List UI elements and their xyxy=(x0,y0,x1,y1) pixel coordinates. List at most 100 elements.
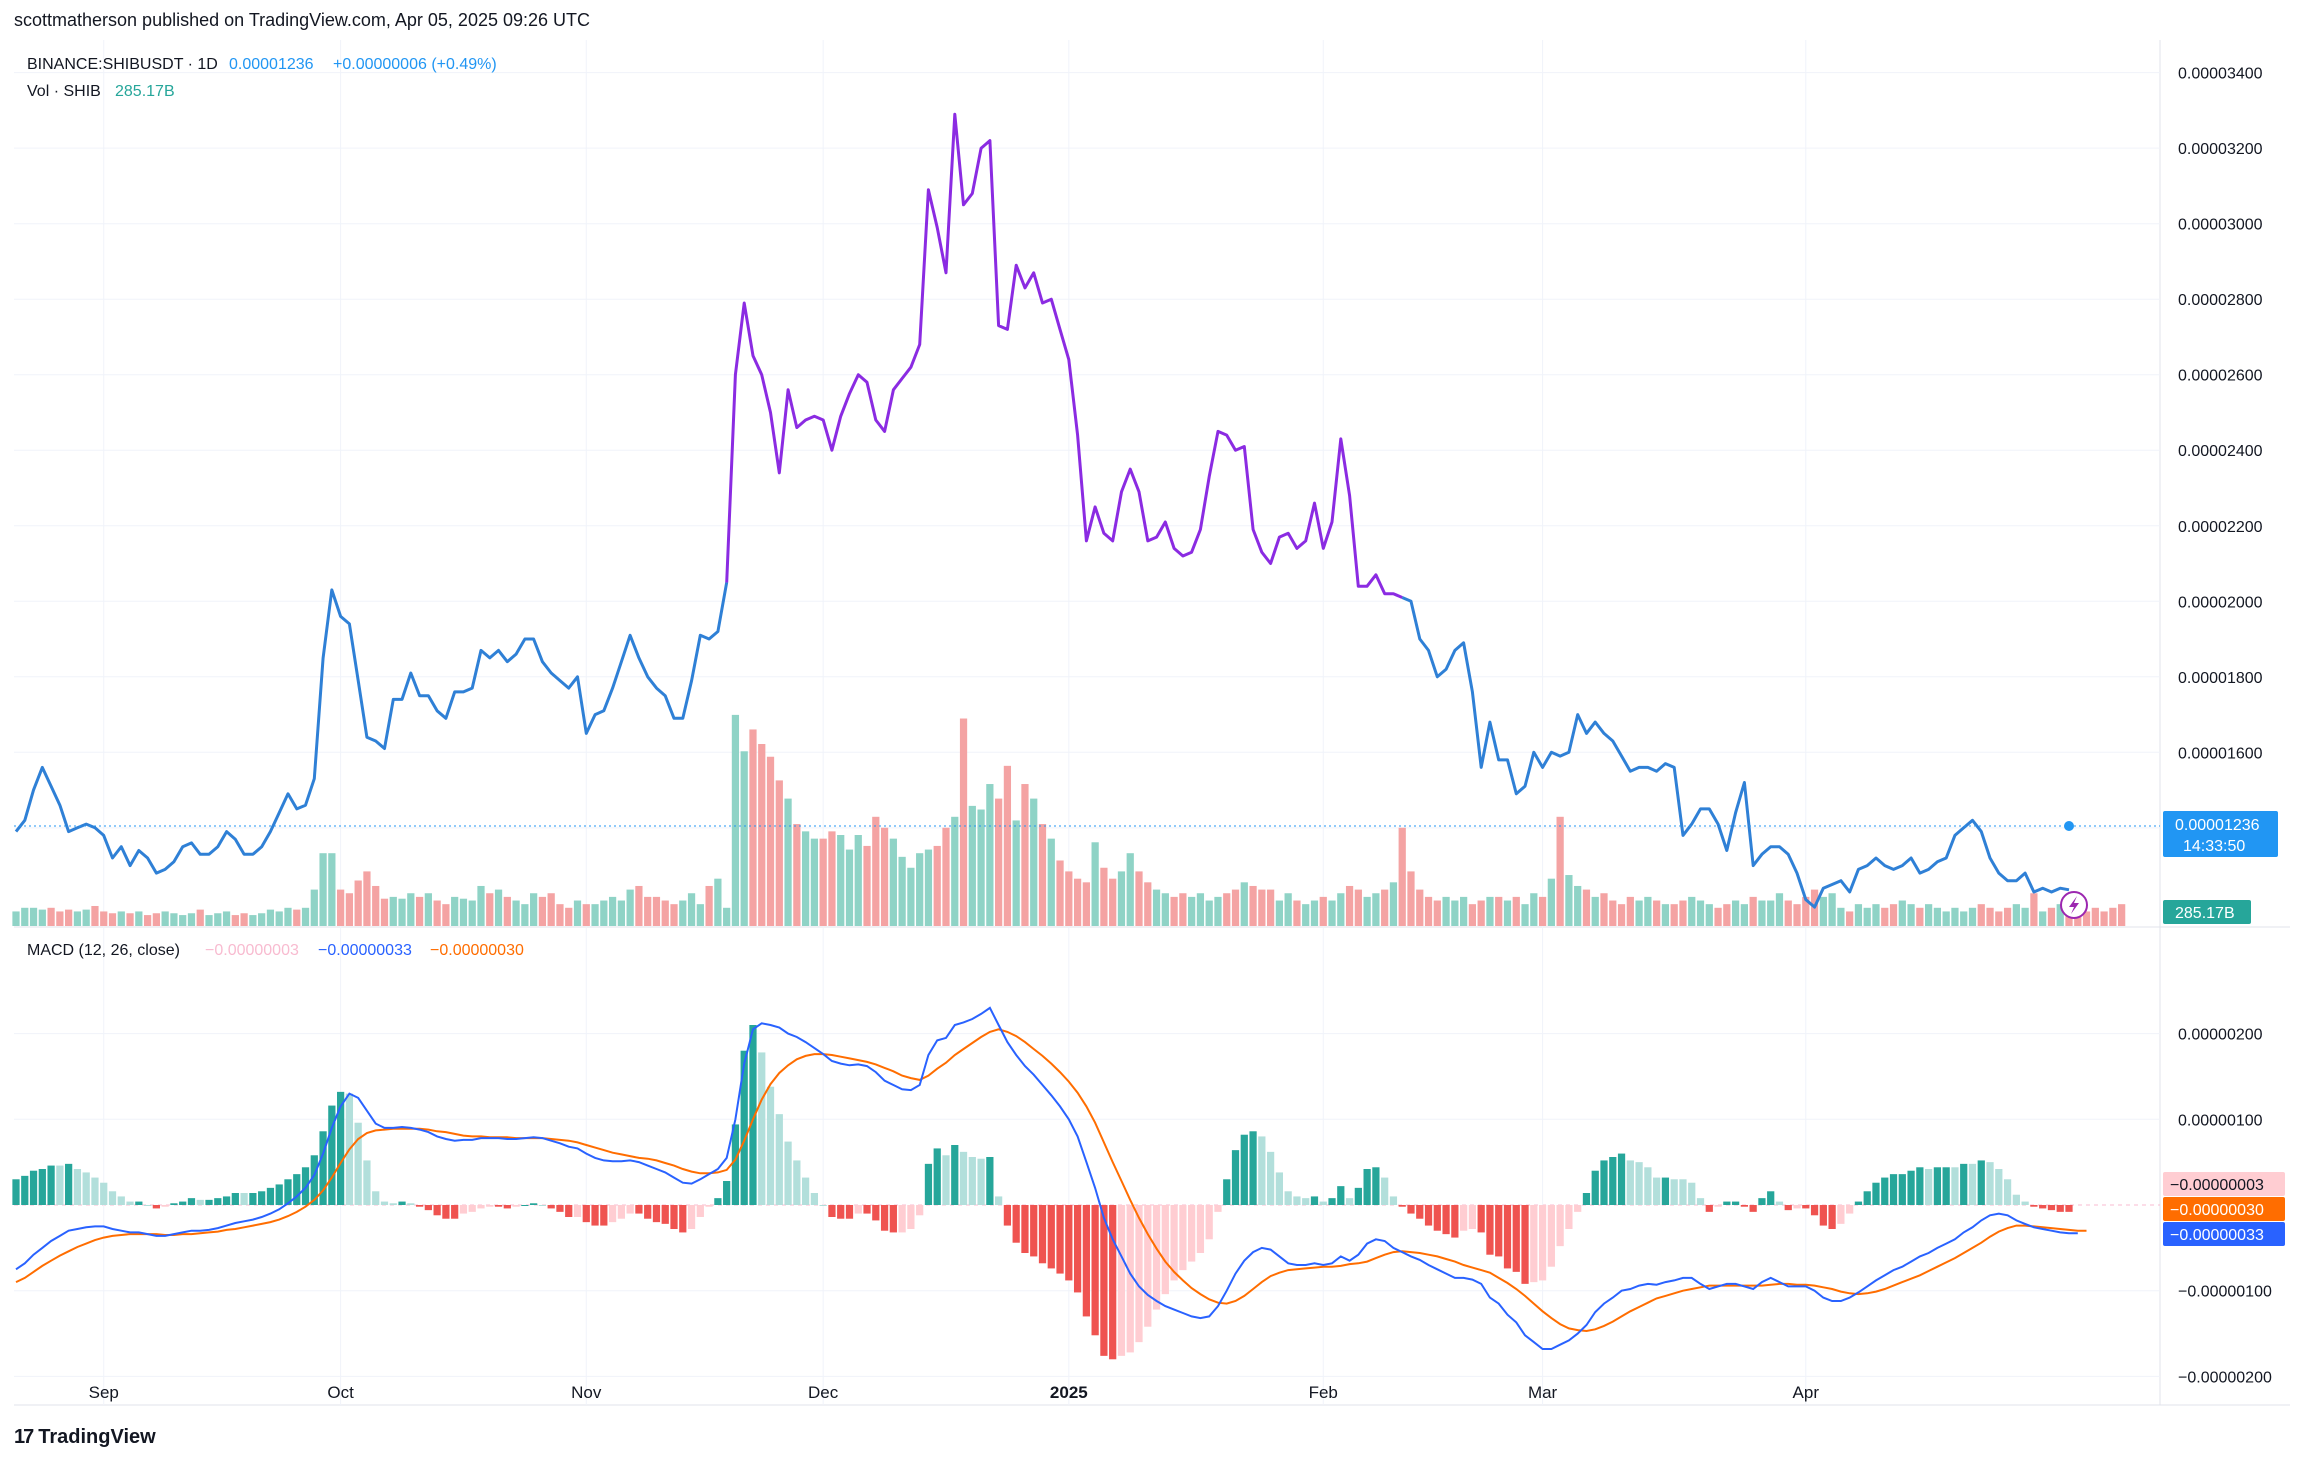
volume-bar xyxy=(310,889,318,926)
volume-bar xyxy=(442,904,450,926)
volume-bar xyxy=(731,714,740,926)
volume-bar xyxy=(1179,893,1187,926)
volume-bar xyxy=(1424,896,1433,926)
symbol-label[interactable]: BINANCE:SHIBUSDT · 1D xyxy=(27,56,218,73)
volume-bar xyxy=(1521,904,1529,926)
volume-legend-label[interactable]: Vol · SHIB xyxy=(27,83,101,100)
volume-bar xyxy=(187,913,196,926)
macd-legend-line: −0.00000033 xyxy=(318,942,412,959)
macd-histogram-bar xyxy=(1626,1160,1634,1205)
lightning-icon[interactable] xyxy=(2060,891,2088,919)
volume-bar xyxy=(556,904,564,926)
volume-bar xyxy=(1442,896,1450,926)
volume-bar xyxy=(1925,904,1933,926)
macd-histogram-bar xyxy=(749,1025,757,1205)
volume-bar xyxy=(1644,896,1652,926)
macd-histogram-bar xyxy=(1565,1205,1573,1229)
volume-bar xyxy=(284,907,292,926)
macd-histogram-bar xyxy=(1109,1205,1117,1360)
macd-histogram-bar xyxy=(1065,1205,1073,1281)
macd-histogram-bar xyxy=(1302,1198,1310,1205)
macd-hist-badge xyxy=(2163,1172,2285,1196)
macd-histogram-bar xyxy=(1968,1163,1977,1205)
macd-histogram-bar xyxy=(1451,1205,1459,1238)
volume-bar xyxy=(1266,889,1275,926)
volume-bar xyxy=(1477,900,1485,926)
macd-histogram-bar xyxy=(258,1191,266,1205)
volume-bar xyxy=(503,896,511,926)
volume-bar xyxy=(47,907,55,926)
volume-bar xyxy=(1872,904,1880,926)
macd-histogram-bar xyxy=(573,1205,582,1217)
volume-bar xyxy=(319,853,327,926)
macd-histogram-bar xyxy=(1960,1163,1968,1205)
volume-bar xyxy=(1933,907,1942,926)
volume-bar xyxy=(1170,896,1178,926)
macd-histogram-bar xyxy=(1661,1177,1670,1205)
macd-histogram-bar xyxy=(433,1205,441,1216)
macd-tick-label: −0.00000200 xyxy=(2178,1369,2272,1386)
macd-histogram-bar xyxy=(784,1141,792,1205)
macd-histogram-bar xyxy=(916,1205,924,1216)
volume-bar xyxy=(2118,904,2126,926)
macd-histogram-bar xyxy=(1152,1205,1161,1310)
macd-histogram-bar xyxy=(880,1205,889,1231)
volume-bar xyxy=(573,900,582,926)
macd-histogram-bar xyxy=(275,1184,283,1205)
volume-legend-value: 285.17B xyxy=(115,83,175,100)
volume-bar xyxy=(1582,889,1591,926)
macd-histogram-bar xyxy=(2021,1201,2029,1205)
volume-bar xyxy=(591,904,599,926)
macd-histogram-bar xyxy=(907,1205,915,1229)
volume-bar xyxy=(459,898,468,926)
volume-bar xyxy=(951,816,959,926)
volume-bar xyxy=(854,835,862,926)
volume-bar xyxy=(1047,838,1055,926)
volume-bar xyxy=(293,909,301,926)
macd-histogram-bar xyxy=(1503,1205,1512,1269)
volume-bar xyxy=(1310,900,1319,926)
volume-bar xyxy=(1021,784,1029,926)
volume-bar xyxy=(1258,889,1266,926)
change-label: +0.00000006 (+0.49%) xyxy=(333,56,497,73)
macd-histogram-bar xyxy=(1179,1205,1187,1271)
volume-bar xyxy=(801,831,810,926)
volume-bar xyxy=(345,893,354,926)
macd-histogram-bar xyxy=(2047,1205,2056,1211)
volume-bar xyxy=(1012,820,1020,926)
macd-histogram-bar xyxy=(205,1199,213,1205)
macd-histogram-bar xyxy=(1696,1198,1705,1205)
macd-histogram-bar xyxy=(1293,1196,1301,1205)
macd-histogram-bar xyxy=(363,1160,371,1205)
macd-histogram-bar xyxy=(187,1198,196,1205)
volume-bar xyxy=(2021,907,2029,926)
volume-badge-value: 285.17B xyxy=(2175,905,2235,922)
macd-legend-label[interactable]: MACD (12, 26, close) xyxy=(27,942,180,959)
tradingview-brand[interactable]: 17 TradingView xyxy=(14,1426,156,1449)
volume-bar xyxy=(1714,907,1722,926)
volume-bar xyxy=(1556,816,1564,926)
macd-histogram-bar xyxy=(512,1205,520,1207)
macd-histogram-bar xyxy=(1117,1205,1126,1356)
macd-histogram-bar xyxy=(2056,1205,2064,1212)
macd-histogram-bar xyxy=(29,1170,38,1205)
volume-bar xyxy=(258,913,266,926)
macd-histogram-bar xyxy=(1091,1205,1099,1336)
volume-bar xyxy=(1731,900,1740,926)
macd-histogram-bar xyxy=(424,1205,432,1211)
macd-histogram-bar xyxy=(1907,1170,1915,1205)
macd-histogram-bar xyxy=(459,1205,468,1214)
macd-histogram-bar xyxy=(231,1193,239,1205)
macd-histogram-bar xyxy=(1266,1151,1275,1205)
volume-bar xyxy=(1284,893,1292,926)
macd-histogram-bar xyxy=(968,1157,976,1205)
macd-histogram-bar xyxy=(100,1182,108,1205)
volume-bar xyxy=(249,915,257,926)
macd-histogram xyxy=(12,1025,2073,1360)
volume-bar xyxy=(337,889,345,926)
volume-bar xyxy=(1152,889,1161,926)
macd-histogram-bar xyxy=(1231,1150,1240,1205)
volume-bar xyxy=(135,911,143,926)
macd-histogram-bar xyxy=(1188,1205,1196,1262)
